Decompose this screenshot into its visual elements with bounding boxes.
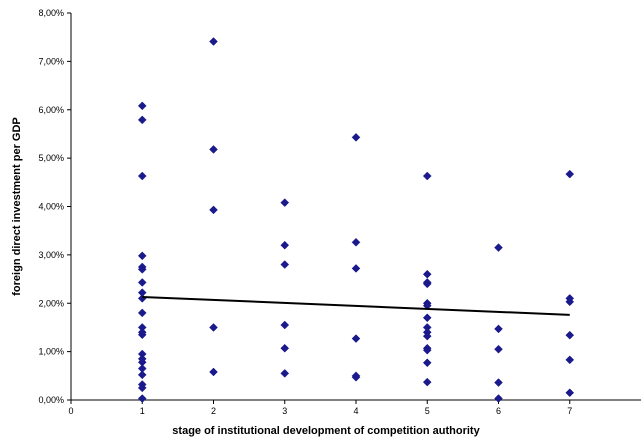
data-point bbox=[209, 145, 218, 154]
data-point bbox=[137, 330, 147, 340]
y-tick-label: 1,00% bbox=[38, 347, 64, 357]
data-point bbox=[422, 269, 432, 279]
data-point bbox=[137, 171, 147, 181]
x-axis-title: stage of institutional development of co… bbox=[172, 425, 480, 437]
data-point bbox=[565, 355, 575, 365]
data-point bbox=[137, 115, 147, 125]
data-point bbox=[209, 205, 218, 215]
data-point bbox=[565, 169, 575, 179]
data-point bbox=[422, 377, 432, 387]
data-point bbox=[422, 358, 432, 368]
x-tick-label: 5 bbox=[425, 406, 430, 416]
data-point bbox=[494, 378, 503, 387]
data-point bbox=[209, 367, 218, 377]
y-tick-label: 7,00% bbox=[38, 56, 64, 66]
data-point bbox=[137, 308, 147, 318]
data-point bbox=[565, 297, 575, 307]
data-point bbox=[137, 370, 147, 380]
x-tick-label: 4 bbox=[353, 406, 358, 416]
data-point bbox=[351, 132, 361, 142]
data-point bbox=[351, 264, 361, 273]
data-point bbox=[422, 345, 432, 355]
x-tick-label: 0 bbox=[68, 406, 73, 416]
y-tick-label: 5,00% bbox=[38, 153, 64, 163]
data-point bbox=[137, 394, 147, 403]
data-point bbox=[137, 383, 147, 393]
data-point bbox=[565, 330, 575, 340]
y-tick-label: 0,00% bbox=[38, 395, 64, 405]
x-tick-label: 3 bbox=[282, 406, 287, 416]
data-point bbox=[422, 171, 432, 181]
data-point bbox=[137, 265, 147, 274]
x-tick-label: 2 bbox=[211, 406, 216, 416]
data-points bbox=[137, 37, 575, 403]
data-point bbox=[137, 278, 147, 287]
y-axis-ticks: 0,00% 1,00% 2,00% 3,00% 4,00% 5,00% 6,00% 7,00%… bbox=[38, 8, 71, 405]
data-point bbox=[280, 240, 290, 250]
data-point bbox=[137, 251, 147, 261]
data-point bbox=[351, 237, 361, 247]
x-tick-label: 1 bbox=[140, 406, 145, 416]
data-point bbox=[494, 324, 503, 334]
data-point bbox=[280, 198, 290, 207]
data-point bbox=[280, 260, 290, 269]
data-point bbox=[422, 331, 432, 341]
data-point bbox=[494, 344, 503, 354]
trendline bbox=[142, 295, 570, 316]
data-point bbox=[494, 394, 503, 403]
y-tick-label: 4,00% bbox=[38, 202, 64, 212]
y-tick-label: 2,00% bbox=[38, 298, 64, 308]
y-axis-title: foreign direct investment per GDP bbox=[11, 117, 23, 295]
data-point bbox=[351, 334, 361, 343]
data-point bbox=[351, 372, 361, 382]
data-point bbox=[137, 294, 147, 303]
data-point bbox=[565, 388, 575, 398]
y-tick-label: 6,00% bbox=[38, 105, 64, 115]
data-point bbox=[422, 313, 432, 323]
data-point bbox=[280, 320, 290, 330]
data-point bbox=[422, 279, 432, 289]
x-axis-ticks: 0 1 2 3 4 5 6 7 bbox=[68, 400, 572, 416]
data-point bbox=[209, 323, 218, 332]
x-tick-label: 6 bbox=[496, 406, 501, 416]
x-tick-label: 7 bbox=[567, 406, 572, 416]
y-tick-label: 3,00% bbox=[38, 250, 64, 260]
data-point bbox=[137, 101, 147, 111]
y-tick-label: 8,00% bbox=[38, 8, 64, 18]
data-point bbox=[280, 369, 290, 378]
data-point bbox=[280, 343, 290, 353]
data-point bbox=[494, 243, 503, 252]
data-point bbox=[209, 37, 218, 46]
